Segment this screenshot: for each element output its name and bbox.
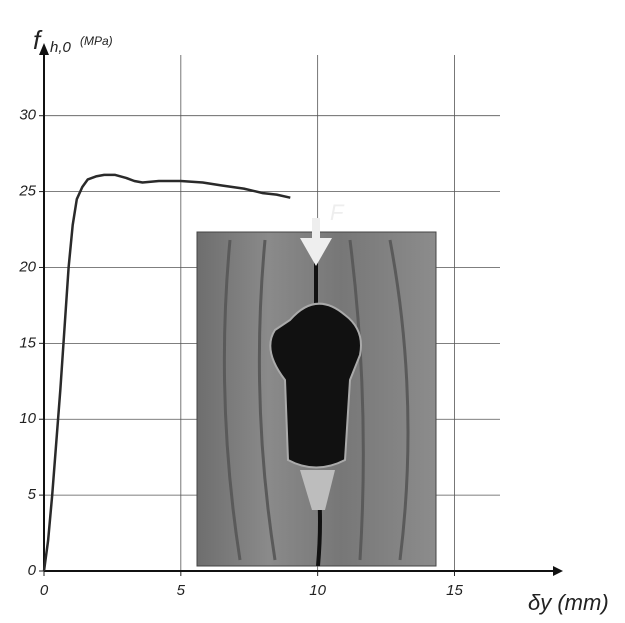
x-tick-label: 0 [40, 582, 49, 599]
y-axis-unit: (MPa) [80, 34, 113, 48]
y-tick-label: 15 [19, 334, 36, 351]
plot [39, 43, 563, 576]
y-tick-label: 20 [18, 258, 36, 275]
y-tick-label: 10 [19, 410, 36, 427]
y-tick-label: 25 [18, 183, 36, 200]
y-axis-arrow [39, 43, 49, 55]
x-tick-label: 5 [177, 582, 186, 599]
photo-inset: F [196, 200, 437, 567]
x-axis-label: δy (mm) [528, 590, 609, 615]
y-tick-label: 5 [28, 486, 37, 503]
y-axis-label-sub: h,0 [50, 39, 72, 56]
y-tick-label: 30 [19, 107, 36, 124]
x-axis-arrow [553, 566, 563, 576]
x-tick-label: 15 [446, 582, 463, 599]
x-tick-label: 10 [309, 582, 326, 599]
data-line [42, 173, 291, 572]
y-axis-label: f [33, 25, 43, 55]
y-tick-label: 0 [28, 562, 37, 579]
force-label: F [330, 200, 345, 225]
